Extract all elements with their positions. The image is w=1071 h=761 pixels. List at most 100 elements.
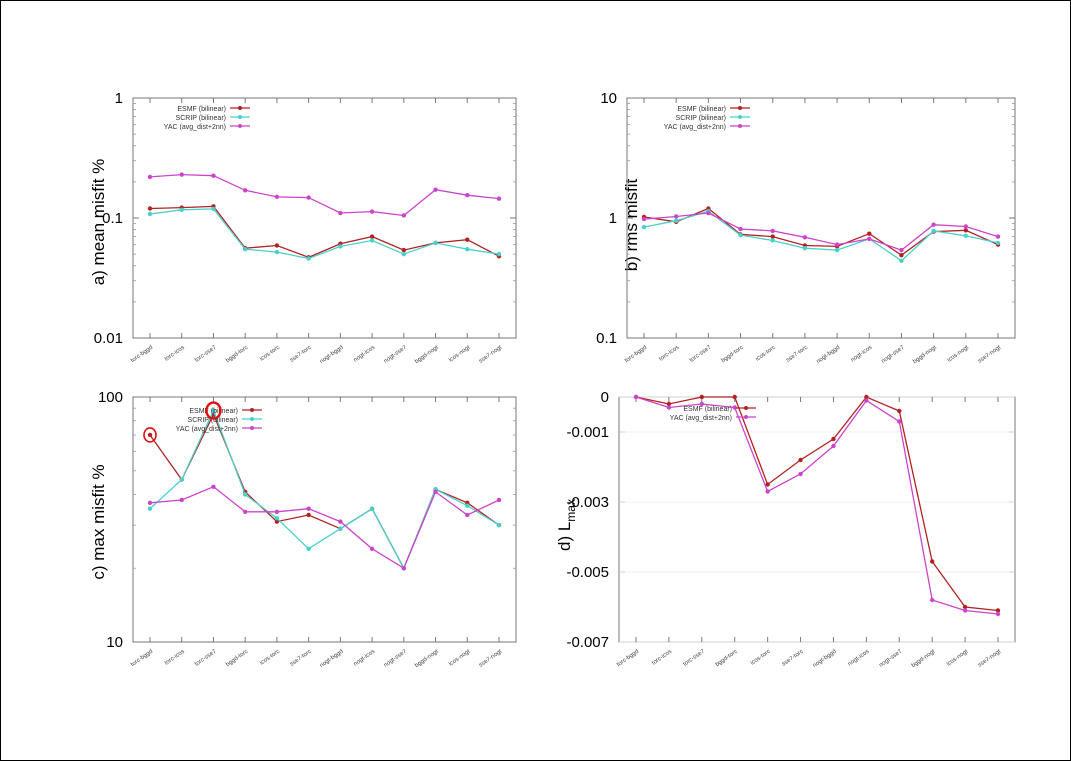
panel-c-data-point: [497, 523, 501, 527]
panel-c-data-point: [148, 433, 152, 437]
panel-a-data-point: [402, 248, 406, 252]
panel-a-data-point: [243, 188, 247, 192]
panel-d-category-label: bggd-nogt: [911, 649, 937, 670]
panel-a-axes-box: [133, 98, 516, 338]
panel-b-data-point: [674, 214, 678, 218]
panel-c-ytick-label: 100: [98, 389, 123, 406]
panel-a-category-label: bggd-nogt: [414, 345, 440, 366]
panel-c-data-point: [465, 513, 469, 517]
panel-a-category-label: sse7-nogt: [478, 345, 503, 365]
panel-a-series-line: [150, 206, 499, 257]
panel-c-legend-label: ESMF (bilinear): [189, 408, 238, 415]
panel-c-axes-box: [133, 397, 516, 642]
panel-b-data-point: [738, 227, 742, 231]
panel-c-legend-marker: [250, 426, 254, 430]
panel-d-category-label: sse7-torc: [781, 649, 805, 668]
panel-a-data-point: [180, 208, 184, 212]
panel-b-category-label: icos-torc: [755, 345, 777, 363]
panel-d-data-point: [634, 395, 638, 399]
panel-c-category-label: nogt-bggd: [319, 649, 345, 669]
panel-d-data-point: [996, 612, 1000, 616]
panel-b-category-label: bggd-torc: [720, 345, 744, 364]
panel-d-axes-box: [619, 397, 1015, 642]
panel-b-data-point: [899, 248, 903, 252]
panel-b-legend-label: YAC (avg_dist+2nn): [664, 124, 726, 131]
panel-c-data-point: [465, 504, 469, 508]
panel-a-data-point: [211, 207, 215, 211]
panel-b-ylabel: b) rms misfit: [622, 178, 641, 271]
panel-a-data-point: [370, 238, 374, 242]
panel-a-data-point: [275, 195, 279, 199]
panel-c-data-point: [275, 510, 279, 514]
panel-a-data-point: [148, 206, 152, 210]
panel-b-data-point: [835, 248, 839, 252]
panel-d-data-point: [700, 395, 704, 399]
panel-d-legend-marker: [744, 406, 748, 410]
panel-c-data-point: [306, 507, 310, 511]
panel-d-category-label: nogt-sse7: [878, 648, 904, 668]
panel-a-legend-label: YAC (avg_dist+2nn): [164, 124, 226, 131]
panel-c-category-label: bggd-torc: [225, 649, 249, 668]
panel-b-ytick-label: 10: [600, 90, 617, 107]
panel-d-category-label: icos-torc: [750, 649, 772, 667]
panel-c-series-line: [150, 411, 499, 569]
panel-c-category-label: nogt-icos: [353, 649, 376, 668]
panel-a-ytick-label: 1: [115, 90, 123, 107]
panel-a-data-point: [148, 212, 152, 216]
panel-b-data-point: [964, 224, 968, 228]
panel-c-data-point: [497, 498, 501, 502]
panel-d-category-label: nogt-bggd: [812, 649, 838, 669]
panel-a-category-label: icos-torc: [259, 345, 281, 363]
panel-d-category-label: torc-icos: [651, 649, 673, 667]
panel-c-legend-marker: [250, 408, 254, 412]
panel-a-category-label: bggd-torc: [225, 345, 249, 364]
panel-a-category-label: torc-sse7: [194, 344, 218, 363]
panel-a-data-point: [180, 172, 184, 176]
panel-b-data-point: [964, 234, 968, 238]
panel-d-data-point: [897, 419, 901, 423]
panel-b-category-label: bggd-nogt: [912, 345, 938, 366]
panel-d-category-label: nogt-icos: [847, 649, 870, 668]
panel-d-ylabel-main: d) L: [555, 522, 574, 551]
panel-d-data-point: [864, 398, 868, 402]
panel-b-legend-marker: [738, 124, 742, 128]
panel-a-ytick-label: 0.01: [94, 330, 123, 347]
panel-c-category-label: torc-bggd: [130, 649, 154, 668]
panel-c-data-point: [338, 527, 342, 531]
panel-c-data-point: [148, 507, 152, 511]
panel-d-series-line: [636, 397, 998, 614]
panel-d-category-label: sse7-nogt: [977, 649, 1002, 669]
panel-a-data-point: [465, 193, 469, 197]
panel-a-category-label: nogt-sse7: [383, 344, 409, 364]
panel-d-ytick-label: -0.003: [566, 494, 609, 511]
panel-c-data-point: [211, 485, 215, 489]
panel-c-data-point: [148, 501, 152, 505]
panel-b-category-label: sse7-torc: [785, 345, 809, 364]
panel-d-data-point: [733, 395, 737, 399]
panel-b-category-label: sse7-nogt: [977, 345, 1002, 365]
panel-b-category-label: nogt-bggd: [816, 345, 842, 365]
panel-a-data-point: [275, 243, 279, 247]
panel-b-data-point: [835, 242, 839, 246]
panel-b-data-point: [899, 259, 903, 263]
panel-b-data-point: [899, 253, 903, 257]
panel-c-data-point: [243, 492, 247, 496]
panel-a-category-label: torc-bggd: [130, 345, 154, 364]
panel-c-category-label: nogt-sse7: [383, 648, 409, 668]
panel-a-data-point: [338, 211, 342, 215]
panel-a-category-label: torc-icos: [164, 345, 186, 363]
panel-a-data-point: [243, 247, 247, 251]
panel-b-data-point: [964, 228, 968, 232]
panel-c-category-label: icos-nogt: [448, 649, 472, 668]
panel-d-data-point: [667, 405, 671, 409]
panel-a-data-point: [370, 209, 374, 213]
panel-a-legend-label: ESMF (bilinear): [177, 106, 226, 113]
panel-a-legend-marker: [238, 124, 242, 128]
panel-c-legend-label: YAC (avg_dist+2nn): [176, 426, 238, 433]
panel-d-series-line: [636, 397, 998, 611]
panel-b-ytick-label: 0.1: [596, 330, 617, 347]
panel-b-category-label: torc-icos: [658, 345, 680, 363]
panel-a-data-point: [402, 213, 406, 217]
panel-a-category-label: icos-nogt: [448, 345, 472, 364]
panel-d-category-label: bggd-torc: [715, 649, 739, 668]
